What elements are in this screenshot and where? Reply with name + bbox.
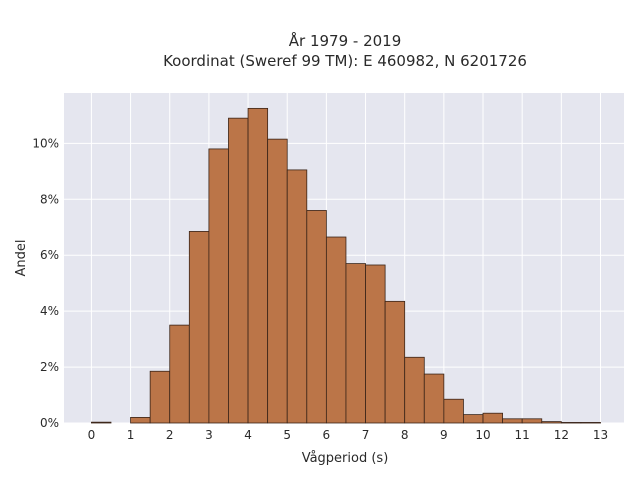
histogram-bar (423, 373, 445, 424)
chart-title-line1: År 1979 - 2019 (289, 31, 402, 50)
histogram-bar (502, 418, 523, 424)
histogram-bar (208, 148, 229, 424)
y-tick-label: 8% (40, 192, 59, 206)
x-tick-label: 3 (205, 428, 213, 442)
histogram-bar (384, 300, 406, 424)
histogram-bar (560, 422, 582, 424)
x-tick-label: 7 (362, 428, 370, 442)
x-tick-label: 2 (166, 428, 174, 442)
histogram-bar (306, 210, 327, 424)
histogram-bar (286, 169, 308, 424)
histogram-bar (91, 421, 112, 424)
x-tick-label: 12 (554, 428, 569, 442)
histogram-bar (463, 414, 484, 424)
histogram-bar (228, 117, 249, 424)
histogram-bar (521, 418, 543, 424)
histogram-bar (482, 412, 504, 424)
x-tick-label: 0 (88, 428, 96, 442)
y-axis-ticks: 0% 2% 4% 6% 8% 10% (32, 136, 59, 430)
histogram-bar (345, 263, 366, 424)
x-tick-label: 11 (515, 428, 530, 442)
x-tick-label: 5 (283, 428, 291, 442)
histogram-bar (443, 398, 464, 424)
x-tick-label: 6 (323, 428, 331, 442)
histogram-bar (404, 356, 425, 424)
histogram-bar (580, 422, 601, 424)
y-tick-label: 6% (40, 248, 59, 262)
x-axis-label: Vågperiod (s) (302, 451, 389, 466)
y-tick-label: 0% (40, 416, 59, 430)
x-tick-label: 4 (244, 428, 252, 442)
histogram-bar (188, 231, 210, 424)
x-tick-label: 1 (127, 428, 135, 442)
x-tick-label: 8 (401, 428, 409, 442)
histogram-bar (365, 264, 386, 424)
histogram-bar (149, 370, 171, 424)
x-tick-label: 10 (475, 428, 490, 442)
y-tick-label: 2% (40, 360, 59, 374)
chart-title-line2: Koordinat (Sweref 99 TM): E 460982, N 62… (163, 52, 527, 70)
y-tick-label: 10% (32, 136, 59, 150)
x-axis-ticks: 0 1 2 3 4 5 6 7 8 9 10 11 12 13 (88, 428, 609, 442)
x-tick-label: 13 (593, 428, 608, 442)
bars (91, 107, 601, 424)
histogram-bar (325, 236, 347, 424)
histogram-bar (169, 324, 190, 424)
y-axis-label: Andel (14, 240, 29, 277)
x-tick-label: 9 (440, 428, 448, 442)
histogram-bar (541, 421, 562, 424)
histogram-bar (267, 138, 288, 424)
histogram-bar (247, 107, 269, 424)
y-tick-label: 4% (40, 304, 59, 318)
histogram-bar (130, 417, 151, 424)
